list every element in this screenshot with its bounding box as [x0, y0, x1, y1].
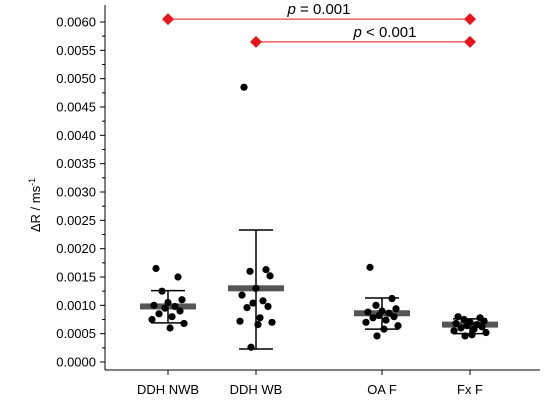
data-point	[178, 296, 186, 304]
significance-label: p < 0.001	[353, 24, 417, 41]
y-tick-label: 0.0060	[56, 15, 96, 30]
group-ddh-wb	[228, 83, 284, 351]
x-tick-label: DDH WB	[230, 382, 283, 397]
data-point	[236, 317, 244, 325]
significance-marker	[250, 35, 262, 48]
x-tick-label: OA F	[367, 382, 397, 397]
data-point	[171, 302, 179, 311]
significance-bracket: p < 0.001	[250, 24, 476, 48]
y-tick-label: 0.0030	[56, 185, 96, 200]
group-fx-f	[442, 313, 498, 340]
y-tick-label: 0.0045	[56, 100, 96, 115]
data-point	[161, 304, 169, 312]
x-labels: DDH NWB DDH WB OA F Fx F	[137, 370, 483, 397]
groups	[140, 83, 498, 351]
group-ddh-nwb	[140, 264, 196, 332]
y-axis-title-sup: -1	[27, 178, 37, 186]
data-point	[152, 264, 160, 273]
data-point	[256, 314, 264, 322]
group-oa-f	[354, 263, 410, 340]
y-tick-label: 0.0020	[56, 241, 96, 256]
data-point	[394, 322, 402, 330]
data-point	[264, 302, 272, 311]
data-point	[262, 266, 270, 274]
data-point	[478, 323, 486, 331]
x-tick-label: Fx F	[457, 382, 483, 397]
data-point	[461, 332, 469, 340]
data-point	[246, 267, 254, 275]
data-point	[176, 307, 184, 315]
data-point	[366, 263, 374, 271]
data-point	[240, 83, 248, 91]
data-point	[372, 301, 380, 309]
y-tick-label: 0.0005	[56, 326, 96, 341]
data-point	[243, 304, 251, 312]
data-point	[380, 325, 388, 333]
data-point	[164, 298, 172, 307]
data-point	[369, 314, 377, 322]
data-point	[450, 327, 458, 335]
data-point	[266, 272, 274, 280]
data-point	[382, 316, 390, 324]
x-tick-label: DDH NWB	[137, 382, 199, 397]
significance-p: p	[287, 1, 296, 18]
data-point	[254, 321, 262, 329]
axes	[104, 5, 540, 371]
data-point	[158, 287, 166, 295]
data-point	[166, 324, 174, 332]
data-point	[259, 297, 267, 305]
data-point	[470, 325, 478, 333]
data-point	[238, 291, 246, 299]
y-tick-label: 0.0010	[56, 298, 96, 313]
data-point	[454, 313, 462, 321]
y-tick-label: 0.0025	[56, 213, 96, 228]
y-tick-label: 0.0040	[56, 128, 96, 143]
data-point	[375, 311, 383, 320]
data-point	[482, 328, 490, 337]
data-point	[180, 319, 188, 328]
significance-value: < 0.001	[362, 24, 417, 41]
data-point	[174, 273, 182, 281]
data-point	[249, 299, 257, 307]
data-point	[252, 284, 260, 292]
data-point	[268, 318, 276, 326]
data-point	[150, 301, 158, 309]
data-point	[457, 324, 465, 332]
y-tick-label: 0.0035	[56, 156, 96, 171]
significance-p: p	[353, 24, 362, 41]
data-point	[463, 322, 471, 330]
significance-marker	[464, 35, 476, 48]
significance-marker	[162, 13, 174, 26]
data-point	[168, 313, 176, 321]
data-point	[388, 294, 396, 303]
data-point	[460, 315, 468, 324]
data-point	[468, 331, 476, 339]
data-point	[364, 308, 372, 316]
significance-label: p = 0.001	[287, 1, 351, 18]
y-tick-label: 0.0055	[56, 43, 96, 58]
data-point	[155, 310, 163, 318]
data-point	[247, 343, 255, 351]
data-point	[480, 317, 488, 325]
data-point	[392, 305, 400, 313]
y-axis-title-main: ΔR / ms	[28, 185, 43, 232]
y-axis-title: ΔR / ms-1	[27, 178, 43, 232]
data-point	[362, 318, 370, 326]
data-point	[390, 313, 398, 321]
significance-value: = 0.001	[296, 1, 351, 18]
significance-marker	[464, 13, 476, 26]
data-point	[373, 332, 381, 340]
data-point	[452, 319, 460, 328]
data-point	[148, 315, 156, 324]
y-ticks: 0.0000 0.0005 0.0010 0.0015 0.0020 0.0025 0.00…	[56, 15, 105, 370]
y-tick-label: 0.0050	[56, 71, 96, 86]
y-tick-label: 0.0015	[56, 270, 96, 285]
significance-bracket: p = 0.001	[162, 1, 476, 26]
y-tick-label: 0.0000	[56, 355, 96, 370]
